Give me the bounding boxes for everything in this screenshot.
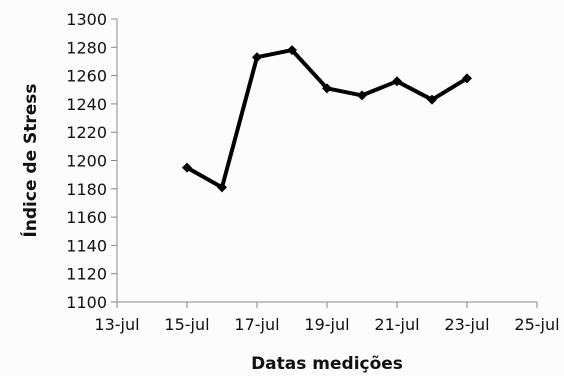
data-point-marker xyxy=(217,182,227,193)
data-point-marker xyxy=(182,162,192,173)
y-tick-label: 1200 xyxy=(66,152,107,171)
y-tick-label: 1300 xyxy=(66,10,107,29)
y-axis: 1100 1120 1140 1160 1180 1200 1220 1240 1260 1280… xyxy=(66,10,118,312)
y-tick-label: 1160 xyxy=(66,208,107,227)
data-point-marker xyxy=(287,45,297,56)
x-axis: 13-jul 15-jul 17-jul 19-jul 21-jul 23-jul 25-j… xyxy=(94,301,560,334)
series-group xyxy=(182,45,472,193)
y-axis-title: Índice de Stress xyxy=(19,83,41,237)
y-tick-label: 1180 xyxy=(66,180,107,199)
y-tick-label: 1240 xyxy=(66,95,107,114)
data-point-marker xyxy=(392,76,402,87)
x-axis-title: Datas medições xyxy=(251,354,403,374)
x-tick-label: 21-jul xyxy=(374,315,419,334)
x-tick-label: 15-jul xyxy=(164,315,209,334)
y-tick-label: 1120 xyxy=(66,265,107,284)
x-tick-label: 25-jul xyxy=(514,315,559,334)
data-point-marker xyxy=(427,94,437,105)
data-point-marker xyxy=(357,90,367,101)
data-point-marker xyxy=(462,73,472,84)
y-tick-label: 1280 xyxy=(66,38,107,57)
x-tick-label: 23-jul xyxy=(444,315,489,334)
data-point-marker xyxy=(322,83,332,94)
y-tick-label: 1260 xyxy=(66,67,107,86)
data-point-marker xyxy=(252,52,262,63)
x-tick-label: 13-jul xyxy=(94,315,139,334)
x-tick-label: 17-jul xyxy=(234,315,279,334)
y-tick-label: 1100 xyxy=(66,293,107,312)
series-line xyxy=(185,48,469,190)
y-tick-label: 1220 xyxy=(66,123,107,142)
x-tick-label: 19-jul xyxy=(304,315,349,334)
y-tick-label: 1140 xyxy=(66,236,107,255)
